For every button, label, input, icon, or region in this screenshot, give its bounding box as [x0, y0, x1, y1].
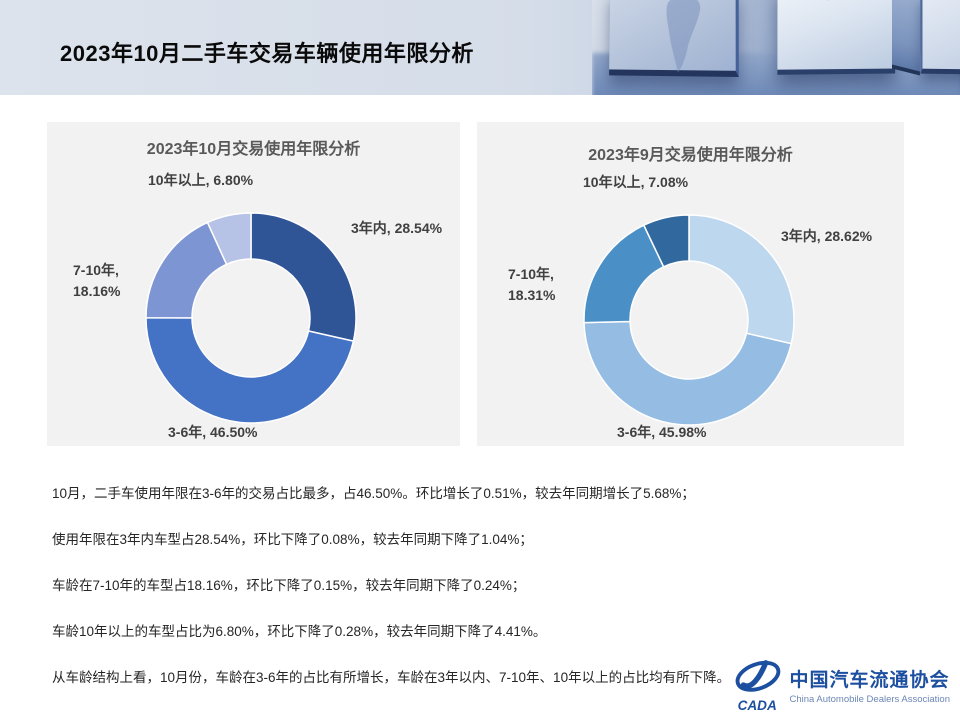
chart-title-october: 2023年10月交易使用年限分析 — [47, 122, 460, 159]
svg-text:CADA: CADA — [738, 698, 777, 713]
chart-title-september: 2023年9月交易使用年限分析 — [477, 122, 904, 165]
cada-emblem-icon: CADA — [731, 656, 783, 714]
decoration-cubes-image — [592, 0, 960, 95]
label-7-10-years: 7-10年, 18.31% — [508, 264, 572, 306]
label-3-6-years: 3-6年, 45.98% — [617, 422, 707, 442]
cada-logo: CADA 中国汽车流通协会 China Automobile Dealers A… — [725, 654, 952, 716]
cube-side-face — [892, 0, 920, 75]
note-line: 车龄在7-10年的车型占18.16%，环比下降了0.15%，较去年同期下降了0.… — [52, 576, 920, 595]
logo-name-cn: 中国汽车流通协会 — [789, 665, 950, 692]
chart-panel-october: 2023年10月交易使用年限分析 10年以上, 6.80% 3年内, 28.54… — [47, 122, 460, 446]
label-over-10-years: 10年以上, 7.08% — [583, 172, 688, 192]
note-line: 车龄10年以上的车型占比为6.80%，环比下降了0.28%，较去年同期下降了4.… — [52, 622, 920, 641]
logo-name-en: China Automobile Dealers Association — [789, 694, 950, 705]
page-title: 2023年10月二手车交易车辆使用年限分析 — [60, 36, 474, 68]
donut-chart-october — [141, 208, 361, 428]
label-within-3-years: 3年内, 28.54% — [351, 218, 442, 238]
label-over-10-years: 10年以上, 6.80% — [148, 170, 253, 190]
donut-segment-3年内 — [251, 213, 356, 341]
logo-text: 中国汽车流通协会 China Automobile Dealers Associ… — [789, 665, 950, 705]
chart-panel-september: 2023年9月交易使用年限分析 10年以上, 7.08% 3年内, 28.62%… — [477, 122, 904, 446]
note-line: 使用年限在3年内车型占28.54%，环比下降了0.08%，较去年同期下降了1.0… — [52, 530, 920, 549]
note-line: 10月，二手车使用年限在3-6年的交易占比最多，占46.50%。环比增长了0.5… — [52, 484, 920, 503]
donut-segment-3-6年 — [146, 318, 353, 423]
header-band: 2023年10月二手车交易车辆使用年限分析 — [0, 0, 960, 95]
label-7-10-years: 7-10年, 18.16% — [73, 260, 137, 302]
label-within-3-years: 3年内, 28.62% — [781, 226, 872, 246]
donut-segment-3年内 — [689, 215, 794, 344]
label-3-6-years: 3-6年, 46.50% — [168, 422, 258, 442]
cube-with-map-icon — [609, 0, 739, 77]
slide: 2023年10月二手车交易车辆使用年限分析 2023年10月交易使用年限分析 1… — [0, 0, 960, 720]
cube-partial — [921, 0, 960, 74]
cube-plain — [777, 0, 895, 75]
donut-segment-3-6年 — [584, 321, 791, 425]
donut-chart-september — [579, 210, 799, 430]
